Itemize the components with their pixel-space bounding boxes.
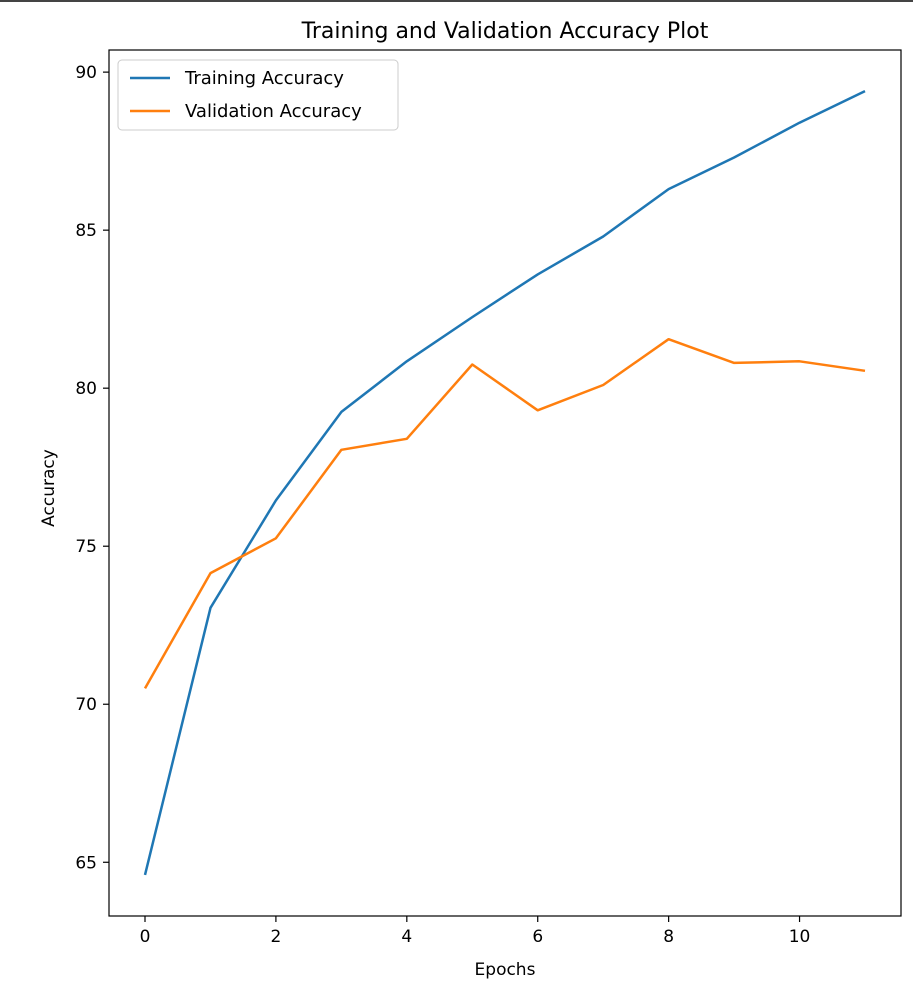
chart-title: Training and Validation Accuracy Plot [301, 19, 709, 44]
plot-frame [108, 49, 902, 917]
y-tick-label: 75 [75, 537, 97, 557]
series-line-validation [143, 337, 866, 690]
y-tick-label: 70 [75, 695, 97, 715]
legend-label: Validation Accuracy [185, 101, 362, 122]
x-tick-label: 6 [532, 927, 543, 947]
x-tick-label: 2 [270, 927, 281, 947]
y-tick-label: 85 [75, 221, 97, 241]
x-tick-label: 0 [140, 927, 151, 947]
series-line-training [143, 89, 866, 876]
y-tick-label: 90 [75, 63, 97, 83]
y-tick-label: 65 [75, 853, 97, 873]
window-top-border [0, 0, 913, 2]
plot-lines [143, 89, 866, 876]
legend-box [117, 59, 399, 131]
x-tick-label: 8 [663, 927, 674, 947]
legend-label: Training Accuracy [184, 68, 344, 89]
x-tick-label: 4 [401, 927, 412, 947]
axes: 0 2 4 6 8 10 65 70 75 80 85 90 [75, 49, 902, 947]
y-tick-label: 80 [75, 379, 97, 399]
legend: Training Accuracy Validation Accuracy [117, 59, 399, 131]
y-axis-label: Accuracy [39, 449, 59, 527]
x-tick-label: 10 [789, 927, 811, 947]
x-axis-label: Epochs [475, 960, 536, 980]
